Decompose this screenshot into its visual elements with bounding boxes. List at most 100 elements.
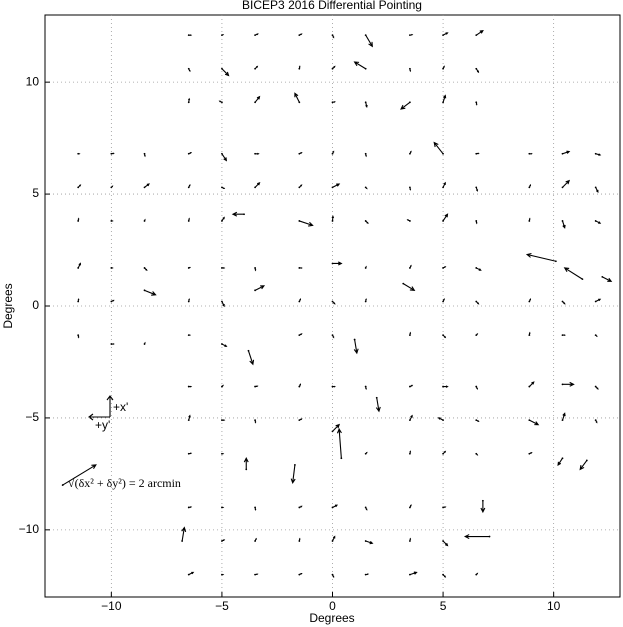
arrow-base [254,506,256,509]
arrow-base [475,67,478,70]
x-tick-label: 10 [547,599,561,613]
arrow-base [409,152,411,155]
arrow-base [254,67,256,70]
arrow-base [594,334,597,336]
arrow-base [554,260,557,263]
chart-title: BICEP3 2016 Differential Pointing [242,0,422,12]
vector-arrow [247,350,255,366]
arrow-base [364,452,367,455]
vector-arrow [294,92,300,103]
arrow-base [475,220,478,222]
arrow-base [442,334,444,336]
arrow-base [298,300,301,303]
arrow-base [187,34,190,37]
vector-arrow [563,267,583,280]
arrow-base [585,459,588,462]
arrow-base [221,67,223,70]
arrow-base [442,540,444,542]
arrow-base [409,419,411,422]
arrow-base [77,300,80,303]
arrow-base [298,385,301,388]
vector-arrow [353,61,366,70]
vector-arrow [480,500,486,514]
vector-arrow [562,381,575,387]
arrow-base [561,383,564,386]
arrow-base [221,573,223,576]
arrow-base [294,464,296,466]
arrow-base [298,506,301,509]
arrow-base [331,573,334,576]
arrow-base [409,67,411,70]
arrow-base [353,338,356,341]
arrow-base [298,67,301,70]
arrow-base [442,573,444,576]
vector-arrow [375,397,381,413]
vector-arrow [299,220,314,227]
arrow-base [298,152,301,155]
arrow-base [187,452,190,455]
arrow-base [187,101,190,104]
arrow-base [442,67,444,70]
vector-arrow [336,427,342,459]
arrow-base [561,220,564,222]
arrow-base [409,506,411,509]
arrow-base [528,385,531,388]
axis-indicator [106,395,114,401]
arrow-base [528,186,531,189]
arrow-base [254,186,256,189]
arrow-base [594,419,597,422]
arrow-base [442,300,444,303]
arrow-base [298,267,301,269]
vector-arrow [442,94,447,103]
arrow-base [331,262,334,265]
arrow-base [594,220,597,222]
vector-arrow [290,464,296,485]
vector-arrow [144,289,157,296]
arrow-base [409,540,411,542]
arrow-base [331,152,334,155]
vector-arrow [525,252,556,262]
arrow-base [254,267,256,269]
arrow-base [364,186,367,189]
arrow-base [528,152,531,155]
arrow-base [364,152,367,155]
arrow-base [364,101,367,104]
arrow-base [561,152,564,155]
arrow-base [143,220,146,222]
arrow-base [331,540,334,542]
arrow-base [594,300,597,303]
arrow-base [221,220,223,222]
vector-arrow [561,412,566,421]
vector-arrow [409,571,418,576]
vector-arrow [254,285,266,291]
arrow-base [110,152,113,155]
arrow-base [594,152,597,155]
arrow-base [601,276,604,278]
arrow-base [298,419,301,422]
arrow-base [221,452,223,455]
arrow-base [110,300,113,303]
arrow-base [221,506,223,509]
arrow-base [594,186,597,189]
arrow-base [409,101,411,104]
arrow-base [409,334,411,336]
arrow-base [442,419,444,422]
arrow-base [61,484,64,486]
y-tick-label: 10 [26,74,40,88]
arrow-base [254,34,256,37]
arrow-base [442,452,444,455]
arrow-base [254,385,256,388]
x-axis-label: Degrees [309,611,354,625]
arrow-base [442,267,444,269]
arrow-base [561,186,564,189]
arrow-base [298,573,301,576]
arrow-base [331,385,334,388]
arrow-base [481,499,484,502]
y-axis-label: Degrees [1,283,15,328]
scale-label: √(δx² + δy²) = 2 arcmin [68,476,181,490]
arrow-base [475,300,478,303]
arrow-base [254,152,256,155]
arrow-base [442,101,444,104]
arrow-base [221,152,223,155]
arrow-base [409,452,411,455]
